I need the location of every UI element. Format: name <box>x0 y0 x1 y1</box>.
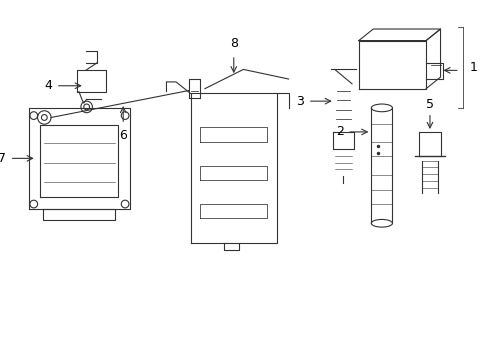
Text: 6: 6 <box>119 129 127 142</box>
Text: 8: 8 <box>230 37 238 50</box>
Text: 3: 3 <box>296 95 304 108</box>
Text: 1: 1 <box>469 61 477 74</box>
Text: 4: 4 <box>44 79 52 92</box>
Text: 2: 2 <box>337 125 344 138</box>
Text: 7: 7 <box>0 152 6 165</box>
Text: 5: 5 <box>426 99 434 112</box>
